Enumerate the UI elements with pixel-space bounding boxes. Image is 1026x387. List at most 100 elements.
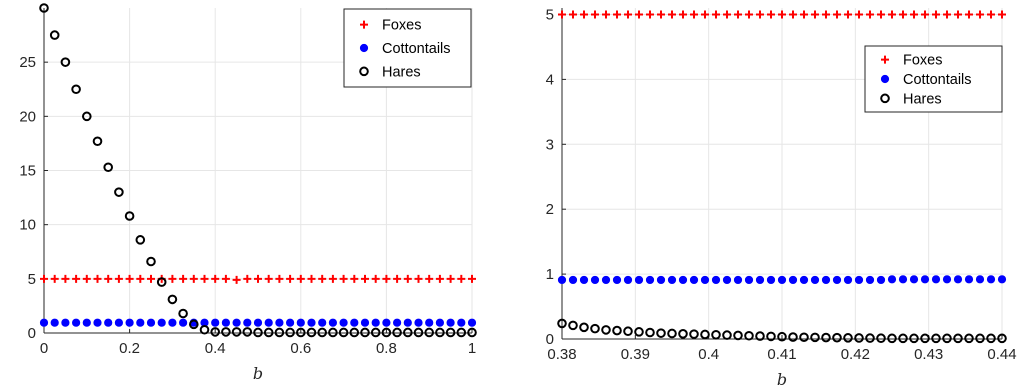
data-point-cottontails [296,318,305,327]
data-point-hares [843,333,853,343]
data-point-foxes [50,274,59,283]
data-point-foxes [425,274,434,283]
data-point-hares [689,329,699,339]
x-axis-label: b [253,364,263,383]
data-point-foxes [221,274,230,283]
data-point-cottontails [766,275,776,285]
data-point-foxes [701,10,709,19]
data-point-hares [114,187,124,197]
x-tick-label: 0.4 [698,346,719,363]
data-point-hares [392,327,402,338]
series-hares [39,3,477,338]
data-point-hares [733,330,743,341]
data-point-foxes [822,10,830,19]
data-point-hares [667,328,677,339]
data-point-cottontails [898,275,908,284]
data-point-foxes [712,10,720,19]
data-point-foxes [998,10,1006,19]
data-point-foxes [232,275,241,284]
y-tick-label: 2 [546,201,554,218]
data-point-foxes [286,274,295,283]
series-foxes [40,274,476,284]
x-tick-label: 0.43 [914,346,943,363]
data-point-hares [124,211,135,221]
x-tick-label: 0.8 [376,340,397,357]
data-point-foxes [932,10,940,19]
data-point-hares [445,327,456,338]
data-point-hares [766,331,776,342]
data-point-foxes [82,274,91,283]
data-point-cottontails [350,318,359,327]
data-point-hares [167,294,178,305]
data-point-foxes [435,274,444,283]
data-point-foxes [668,10,676,19]
x-tick-label: 0.38 [547,346,576,363]
data-point-hares [349,327,360,338]
data-point-hares [285,327,295,338]
legend: Foxes Cottontails Hares [343,8,472,88]
data-point-hares [799,332,809,343]
series-foxes [558,10,1006,19]
data-point-foxes [296,274,305,283]
data-point-cottontails [403,318,412,327]
x-tick-label: 0.42 [841,346,870,363]
data-point-hares [360,327,370,338]
data-point-cottontails [457,318,466,327]
data-point-foxes [414,274,423,283]
legend-marker-cottontails [359,43,369,53]
data-point-foxes [844,10,852,19]
data-point-foxes [558,10,566,19]
data-point-hares [832,332,842,343]
data-point-hares [590,323,600,334]
data-point-cottontails [799,275,809,285]
data-point-cottontails [821,275,831,285]
x-tick-label: 0.2 [119,340,140,357]
data-point-hares [755,331,765,341]
data-point-hares [71,84,81,95]
data-point-hares [931,333,941,344]
data-point-hares [557,318,567,329]
data-point-foxes [635,10,643,19]
data-point-cottontails [634,275,644,285]
data-point-cottontails [125,318,134,327]
series-hares [557,318,1007,344]
data-point-cottontails [253,318,263,327]
data-point-cottontails [854,275,864,285]
data-point-foxes [690,10,698,19]
data-point-foxes [104,274,113,283]
data-point-foxes [910,10,918,19]
data-point-hares [711,329,721,340]
data-point-hares [92,136,103,147]
data-point-hares [722,330,732,340]
data-point-hares [634,327,644,337]
data-point-cottontails [360,318,370,327]
data-point-cottontails [755,275,765,285]
data-point-foxes [93,274,102,283]
legend-label-cottontails: Cottontails [903,72,972,88]
data-point-hares [135,235,146,245]
data-point-hares [876,333,886,344]
data-point-foxes [339,274,348,283]
data-point-cottontails [667,275,677,285]
data-point-cottontails [467,318,477,327]
y-tick-label: 4 [546,71,554,88]
data-point-foxes [679,10,687,19]
x-tick-label: 1 [468,340,476,357]
data-point-cottontails [435,318,444,327]
data-point-cottontails [104,318,113,327]
x-tick-label: 0.6 [290,340,311,357]
data-point-foxes [457,274,466,283]
data-point-cottontails [612,275,622,285]
data-point-hares [909,333,919,344]
data-point-cottontails [711,275,721,285]
data-point-hares [146,256,156,267]
data-point-cottontails [61,318,70,327]
data-point-hares [865,333,875,343]
legend-label-foxes: Foxes [382,18,422,34]
data-point-foxes [275,274,284,283]
data-point-cottontails [114,318,124,327]
data-point-foxes [179,274,188,283]
data-point-foxes [318,274,327,283]
data-point-cottontails [82,318,91,327]
data-point-hares [39,3,49,13]
